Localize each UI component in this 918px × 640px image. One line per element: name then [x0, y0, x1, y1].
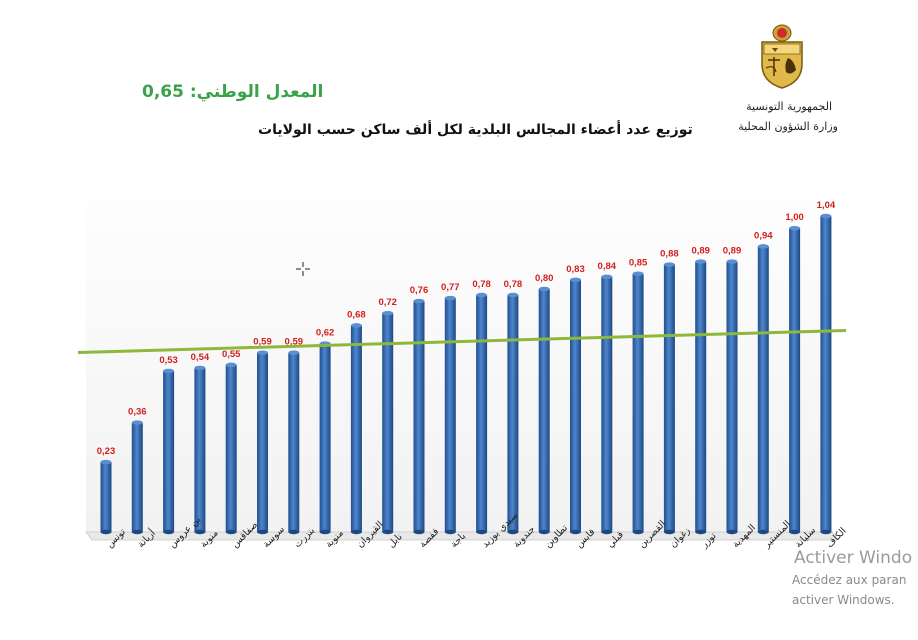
data-label: 1,04	[817, 200, 836, 211]
national-average-line	[77, 329, 847, 354]
org-name-ministry: وزارة الشؤون المحلية	[738, 120, 838, 133]
data-label: 0,62	[316, 328, 335, 339]
data-label: 0,89	[691, 246, 710, 257]
data-label: 0,84	[598, 261, 617, 272]
tunisia-emblem-icon	[761, 24, 803, 89]
activation-watermark-text-2: activer Windows.	[792, 593, 895, 607]
bar	[163, 368, 175, 535]
bar	[257, 350, 268, 535]
data-label: 0,59	[253, 337, 272, 348]
chart-title: توزيع عدد أعضاء المجالس البلدية لكل ألف …	[258, 122, 693, 138]
data-label: 0,72	[378, 297, 397, 308]
data-label: 0,78	[504, 279, 523, 290]
data-label: 0,68	[347, 309, 366, 320]
bar	[507, 292, 519, 535]
chart-floor	[85, 531, 839, 541]
bar	[601, 274, 613, 535]
bar	[663, 262, 675, 535]
data-label: 0,83	[566, 264, 585, 275]
bar	[695, 259, 707, 535]
data-label: 0,55	[222, 349, 241, 360]
data-label: 0,77	[441, 282, 460, 293]
bar	[757, 244, 769, 535]
data-label: 0,54	[191, 352, 210, 363]
bar	[319, 341, 331, 535]
bar	[382, 311, 394, 535]
bar	[570, 277, 581, 535]
data-label: 0,36	[128, 407, 147, 418]
bar	[350, 323, 362, 535]
data-label: 0,80	[535, 273, 554, 284]
data-label: 0,53	[159, 355, 178, 366]
bar	[726, 259, 738, 535]
bar	[100, 459, 112, 535]
bar	[288, 350, 300, 535]
data-label: 0,89	[723, 246, 742, 257]
bar	[413, 298, 425, 535]
bar	[476, 292, 488, 535]
bar	[194, 365, 206, 535]
crosshair-cursor-icon	[296, 262, 310, 276]
data-label: 0,59	[285, 337, 304, 348]
org-name-republic: الجمهورية التونسية	[746, 100, 832, 113]
data-label: 1,00	[785, 212, 804, 223]
data-label: 0,78	[472, 279, 491, 290]
data-label: 0,23	[97, 446, 116, 457]
data-label: 0,94	[754, 230, 773, 241]
activation-watermark-text: Accédez aux paran	[792, 573, 907, 587]
plot-area	[86, 160, 832, 532]
bar	[131, 420, 143, 535]
activation-watermark-title: Activer Windo	[794, 548, 913, 568]
data-label: 0,88	[660, 249, 679, 260]
bar	[538, 286, 550, 535]
data-label: 0,76	[410, 285, 429, 296]
bar	[444, 295, 456, 535]
bar	[225, 362, 237, 535]
national-average-label: المعدل الوطني: 0,65	[142, 82, 324, 102]
bar	[820, 213, 832, 535]
bar	[789, 225, 801, 535]
data-label: 0,85	[629, 258, 648, 269]
bar	[632, 271, 644, 535]
